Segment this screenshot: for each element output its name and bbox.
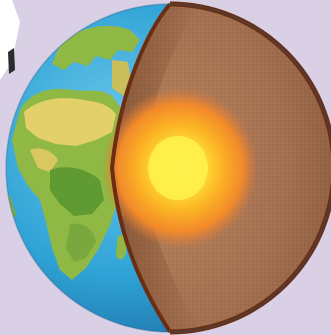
layer-inner-core bbox=[148, 136, 208, 200]
land-europe bbox=[52, 25, 140, 70]
cut-face-shade bbox=[112, 4, 200, 332]
desert-sahara bbox=[24, 98, 116, 146]
land-south bbox=[66, 223, 96, 262]
layer-crust-outer bbox=[169, 1, 331, 335]
dark-fragment bbox=[8, 48, 15, 74]
earth-interior bbox=[102, 4, 331, 332]
globe-outline bbox=[5, 3, 331, 333]
paper-edge bbox=[0, 0, 20, 80]
land-forest bbox=[50, 167, 104, 216]
land-madagascar bbox=[116, 234, 127, 260]
desert-patch bbox=[30, 148, 58, 172]
layer-crust-cut-edge bbox=[109, 2, 172, 334]
